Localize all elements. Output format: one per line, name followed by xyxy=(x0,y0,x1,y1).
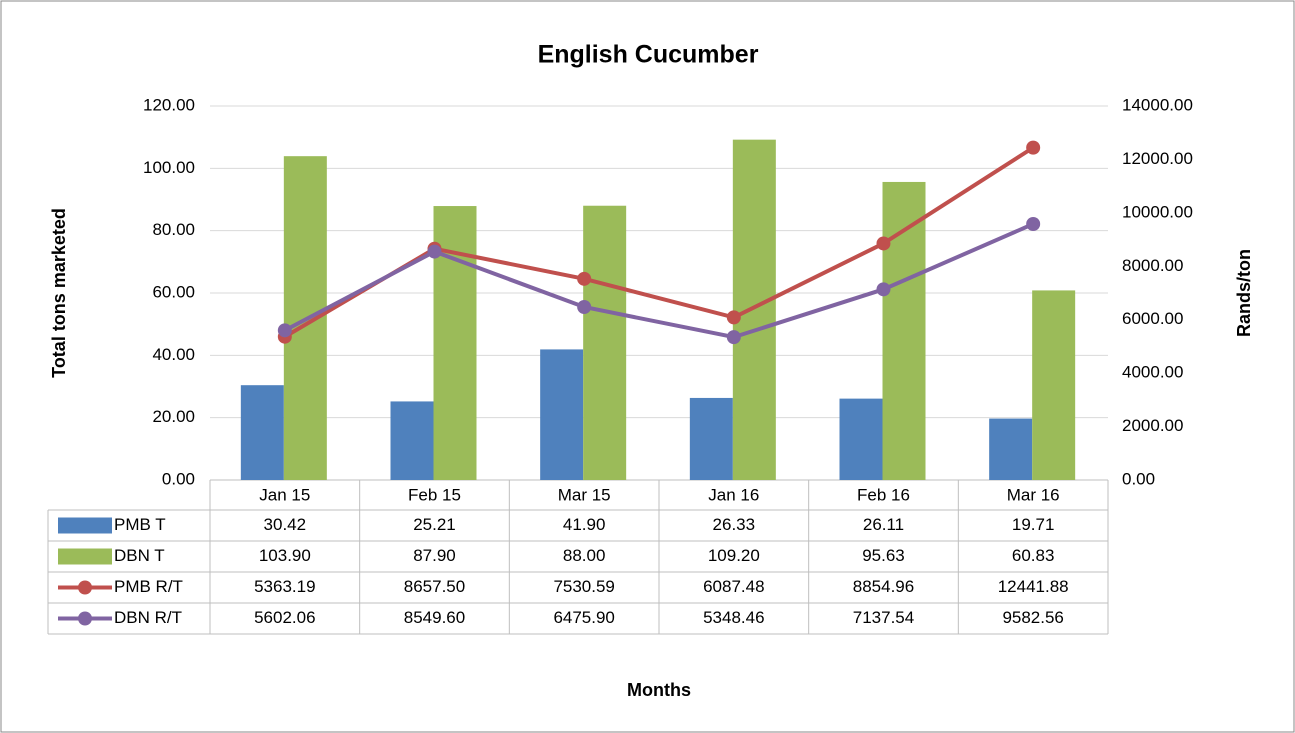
y2-tick-label: 12000.00 xyxy=(1122,149,1193,168)
table-cell: 8549.60 xyxy=(404,608,465,627)
table-cell: 7530.59 xyxy=(553,577,614,596)
legend-key xyxy=(78,611,92,626)
x-tick-label: Jan 15 xyxy=(259,485,310,504)
legend-label: PMB T xyxy=(114,515,166,534)
table-cell: 25.21 xyxy=(413,515,456,534)
table-cell: 87.90 xyxy=(413,546,456,565)
y2-tick-label: 8000.00 xyxy=(1122,256,1183,275)
point xyxy=(726,330,741,345)
bar xyxy=(1032,290,1076,480)
y2-tick-label: 2000.00 xyxy=(1122,416,1183,435)
x-tick-label: Mar 16 xyxy=(1007,485,1060,504)
table-cell: 8854.96 xyxy=(853,577,914,596)
legend-label: PMB R/T xyxy=(114,577,183,596)
bar xyxy=(989,418,1033,480)
bar xyxy=(689,397,733,480)
table-cell: 103.90 xyxy=(259,546,311,565)
x-tick-label: Feb 16 xyxy=(857,485,910,504)
point xyxy=(577,271,592,286)
point xyxy=(1026,140,1041,155)
y2-tick-label: 0.00 xyxy=(1122,469,1155,488)
table-cell: 6475.90 xyxy=(553,608,614,627)
x-tick-label: Mar 15 xyxy=(558,485,611,504)
y2-axis-title: Rands/ton xyxy=(1234,249,1254,337)
bar xyxy=(240,385,284,480)
y2-tick-label: 10000.00 xyxy=(1122,202,1193,221)
x-axis-title: Months xyxy=(627,680,691,700)
table-cell: 60.83 xyxy=(1012,546,1055,565)
point xyxy=(577,300,592,315)
point xyxy=(277,323,292,338)
bar xyxy=(583,205,627,480)
y-tick-label: 40.00 xyxy=(152,345,195,364)
table-cell: 8657.50 xyxy=(404,577,465,596)
y-axis-title: Total tons marketed xyxy=(49,208,69,378)
point xyxy=(876,282,891,297)
bar xyxy=(882,181,926,480)
y-tick-label: 0.00 xyxy=(162,469,195,488)
y2-tick-label: 14000.00 xyxy=(1122,95,1193,114)
table-cell: 5363.19 xyxy=(254,577,315,596)
bar xyxy=(540,349,584,480)
line xyxy=(283,222,1034,340)
table-cell: 9582.56 xyxy=(1002,608,1063,627)
table-cell: 6087.48 xyxy=(703,577,764,596)
table-cell: 19.71 xyxy=(1012,515,1055,534)
chart-title: English Cucumber xyxy=(538,41,759,69)
point xyxy=(726,310,741,325)
point xyxy=(876,236,891,251)
bar xyxy=(839,398,883,480)
table-cell: 5348.46 xyxy=(703,608,764,627)
y2-tick-label: 4000.00 xyxy=(1122,363,1183,382)
x-tick-label: Jan 16 xyxy=(708,485,759,504)
legend-label: DBN T xyxy=(114,546,165,565)
table-cell: 12441.88 xyxy=(998,577,1069,596)
legend-key xyxy=(58,517,112,534)
table-cell: 109.20 xyxy=(708,546,760,565)
y-tick-label: 20.00 xyxy=(152,407,195,426)
table-cell: 26.11 xyxy=(863,515,904,534)
point xyxy=(1026,217,1041,232)
table-cell: 5602.06 xyxy=(254,608,315,627)
table-cell: 30.42 xyxy=(264,515,307,534)
legend-label: DBN R/T xyxy=(114,608,182,627)
legend-key xyxy=(58,548,112,565)
y-tick-label: 60.00 xyxy=(152,282,195,301)
table-cell: 95.63 xyxy=(862,546,905,565)
bar xyxy=(732,139,776,480)
table-cell: 88.00 xyxy=(563,546,606,565)
x-tick-label: Feb 15 xyxy=(408,485,461,504)
table-cell: 41.90 xyxy=(563,515,606,534)
y2-tick-label: 6000.00 xyxy=(1122,309,1183,328)
bar xyxy=(390,401,434,480)
table-cell: 7137.54 xyxy=(853,608,914,627)
y-tick-label: 120.00 xyxy=(143,95,195,114)
y-tick-label: 80.00 xyxy=(152,220,195,239)
y-tick-label: 100.00 xyxy=(143,158,195,177)
legend-key xyxy=(78,580,92,595)
table-cell: 26.33 xyxy=(713,515,756,534)
point xyxy=(427,244,442,259)
